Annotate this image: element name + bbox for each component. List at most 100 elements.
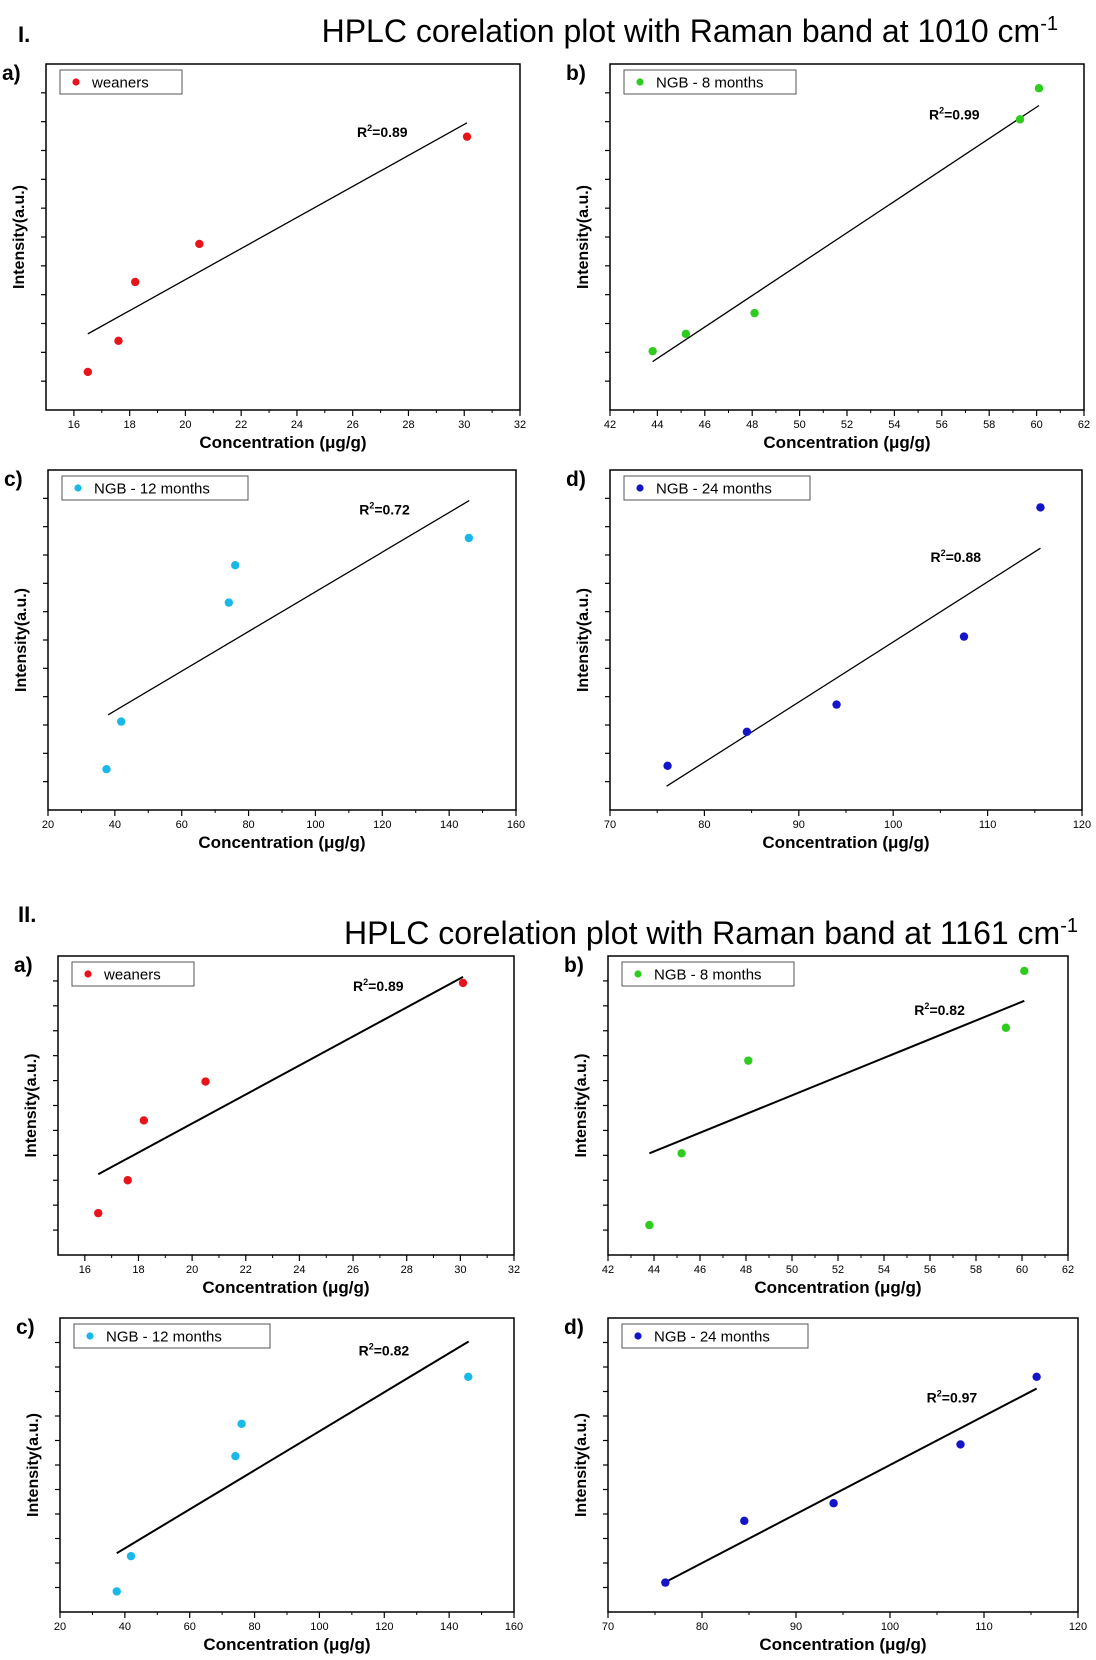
- fit-line: [666, 547, 1041, 787]
- legend-label: NGB - 12 months: [106, 1329, 222, 1346]
- y-axis-label: Intensity(a.u.): [575, 185, 592, 289]
- r2-value: =0.72: [374, 502, 410, 518]
- y-axis-label: Intensity(a.u.): [575, 588, 592, 692]
- x-tick-label: 90: [790, 1621, 802, 1633]
- r2-annotation: R2=0.97: [927, 1389, 978, 1406]
- panel-label: a): [14, 954, 33, 977]
- x-tick-label: 100: [306, 819, 324, 831]
- x-tick-label: 18: [124, 419, 136, 431]
- r2-superscript: 2: [941, 548, 946, 558]
- r2-base: R: [353, 978, 363, 994]
- x-tick-label: 62: [1078, 419, 1090, 431]
- x-tick-label: 28: [402, 419, 414, 431]
- x-tick-label: 20: [179, 419, 191, 431]
- x-tick-label: 110: [979, 819, 997, 831]
- x-tick-label: 100: [310, 1621, 328, 1633]
- x-tick-label: 24: [293, 1264, 305, 1276]
- legend: NGB - 24 months: [621, 1323, 809, 1349]
- chart-panel: 16 18 20 22 24 26 28 30 32 Concentration (μg/g) In…: [14, 954, 520, 1297]
- data-point: [462, 132, 472, 141]
- x-tick-label: 50: [793, 419, 805, 431]
- x-tick-label: 32: [514, 419, 526, 431]
- r2-annotation: R2=0.72: [359, 501, 410, 518]
- fit-line: [116, 1340, 470, 1555]
- x-tick-label: 90: [793, 819, 805, 831]
- legend-box: [621, 1323, 809, 1349]
- x-tick-label: 30: [458, 419, 470, 431]
- data-point: [663, 761, 672, 770]
- plot-frame: [607, 955, 1069, 1256]
- data-point: [195, 239, 204, 249]
- x-tick-label: 60: [1030, 419, 1042, 431]
- x-tick-label: 120: [373, 819, 391, 831]
- data-point: [1036, 503, 1045, 512]
- legend: NGB - 24 months: [623, 475, 811, 501]
- panel-label: c): [4, 468, 23, 491]
- x-tick-label: 54: [878, 1264, 890, 1276]
- r2-superscript: 2: [363, 977, 368, 987]
- fit-line: [663, 1387, 1038, 1584]
- data-point: [139, 1116, 149, 1125]
- r2-superscript: 2: [939, 106, 944, 116]
- x-tick-label: 52: [832, 1264, 844, 1276]
- x-axis-label: Concentration (μg/g): [763, 433, 930, 452]
- legend-marker: [636, 484, 644, 492]
- data-point: [1015, 115, 1025, 124]
- r2-value: =0.89: [372, 124, 408, 140]
- r2-value: =0.88: [946, 549, 982, 565]
- x-tick-label: 100: [881, 1621, 899, 1633]
- fit-line: [107, 500, 470, 716]
- x-tick-label: 60: [184, 1621, 196, 1633]
- data-point: [131, 277, 140, 287]
- x-tick-label: 120: [1073, 819, 1091, 831]
- x-axis-label: Concentration (μg/g): [202, 1278, 369, 1297]
- x-axis-label: Concentration (μg/g): [762, 833, 929, 852]
- section-numeral: II.: [18, 902, 36, 927]
- legend-marker: [634, 970, 642, 978]
- data-point: [123, 1176, 132, 1185]
- r2-base: R: [357, 124, 367, 140]
- r2-base: R: [359, 1343, 369, 1359]
- section-title-main: HPLC corelation plot with Raman band at …: [344, 915, 1060, 951]
- plot-frame: [609, 469, 1083, 811]
- x-tick-label: 70: [604, 819, 616, 831]
- chart-panel: 20 40 60 80 100 120 140 160 Concentration (μg/g)…: [4, 468, 525, 852]
- plot-frame: [607, 1317, 1079, 1613]
- x-tick-label: 30: [454, 1264, 466, 1276]
- x-tick-label: 24: [291, 419, 303, 431]
- data-point: [464, 1372, 473, 1382]
- x-tick-label: 42: [602, 1264, 614, 1276]
- data-point: [231, 1451, 240, 1461]
- section-title-main: HPLC corelation plot with Raman band at …: [322, 13, 1041, 49]
- x-tick-label: 110: [975, 1621, 993, 1633]
- x-tick-label: 160: [507, 819, 525, 831]
- y-axis-label: Intensity(a.u.): [13, 588, 30, 692]
- chart-panel: 70 80 90 100 110 120 Concentration (μg/g) Inten…: [564, 1316, 1087, 1654]
- plot-frame: [45, 63, 521, 411]
- x-tick-label: 56: [924, 1264, 936, 1276]
- x-tick-label: 16: [68, 419, 80, 431]
- data-point: [742, 727, 752, 736]
- x-axis-label: Concentration (μg/g): [199, 433, 366, 452]
- x-tick-label: 58: [983, 419, 995, 431]
- r2-value: =0.89: [368, 978, 404, 994]
- legend-box: [61, 475, 249, 501]
- data-point: [112, 1587, 121, 1596]
- legend-label: weaners: [103, 967, 161, 984]
- fit-line: [649, 999, 1025, 1155]
- data-point: [1032, 1372, 1041, 1382]
- data-point: [1034, 84, 1044, 93]
- legend-label: weaners: [91, 75, 149, 92]
- legend-marker: [636, 78, 644, 86]
- r2-base: R: [359, 502, 369, 518]
- r2-value: =0.82: [929, 1002, 965, 1018]
- x-tick-label: 62: [1062, 1264, 1074, 1276]
- legend-box: [71, 961, 195, 987]
- section-numeral: I.: [18, 22, 30, 47]
- r2-superscript: 2: [369, 1342, 374, 1352]
- plot-frame: [59, 1317, 515, 1613]
- plot-frame: [609, 63, 1085, 411]
- y-axis-label: Intensity(a.u.): [11, 185, 28, 289]
- y-axis-label: Intensity(a.u.): [573, 1413, 590, 1517]
